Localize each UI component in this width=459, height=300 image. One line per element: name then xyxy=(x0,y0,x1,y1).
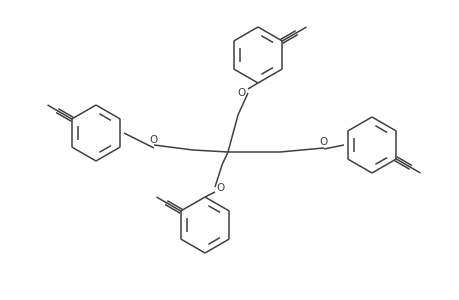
Text: O: O xyxy=(216,183,224,193)
Text: O: O xyxy=(319,137,327,147)
Text: O: O xyxy=(237,88,246,98)
Text: O: O xyxy=(150,135,158,145)
